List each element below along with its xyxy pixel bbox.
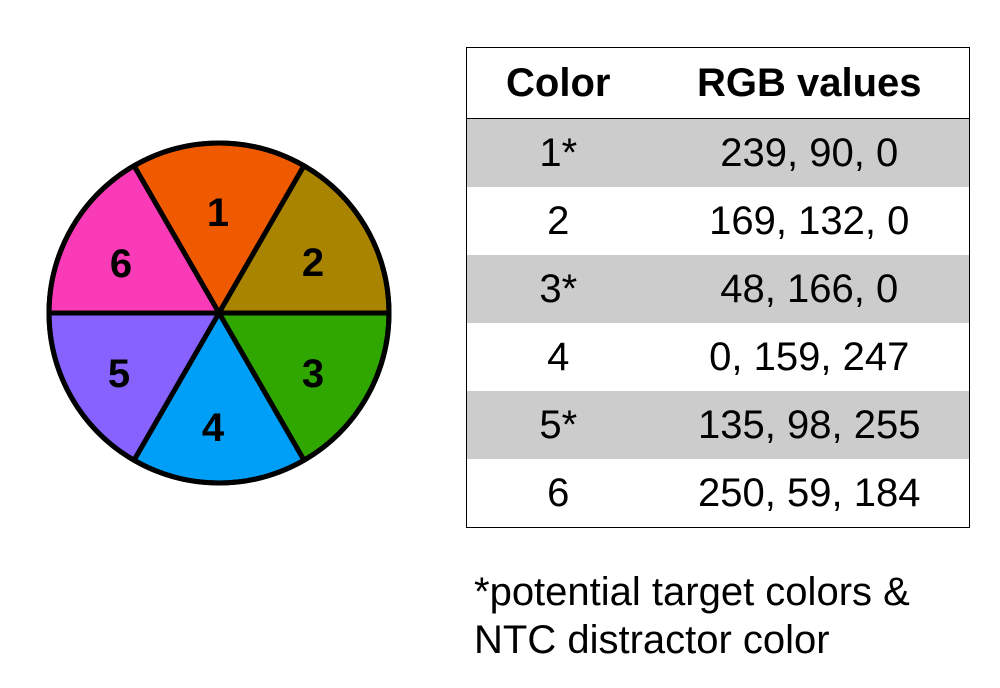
footnote-line-1: *potential target colors & [474, 570, 910, 614]
wheel-label-2: 2 [302, 241, 324, 285]
color-wheel: 1 2 3 4 5 6 [46, 140, 392, 486]
rgb-cell: 239, 90, 0 [649, 118, 970, 187]
table-row: 5* 135, 98, 255 [466, 391, 970, 459]
rgb-cell: 0, 159, 247 [649, 323, 970, 391]
rgb-cell: 48, 166, 0 [649, 255, 970, 323]
color-cell: 2 [466, 187, 650, 255]
color-cell: 6 [466, 459, 650, 528]
color-cell: 5* [466, 391, 650, 459]
wheel-outline [46, 140, 392, 486]
wheel-label-4: 4 [202, 406, 225, 450]
footnote: *potential target colors & NTC distracto… [474, 568, 910, 664]
color-cell: 3* [466, 255, 650, 323]
rgb-values-table: Color RGB values 1* 239, 90, 0 2 169, 13… [466, 47, 970, 528]
footnote-line-2: NTC distractor color [474, 618, 830, 662]
wheel-label-1: 1 [207, 191, 229, 235]
rgb-cell: 169, 132, 0 [649, 187, 970, 255]
color-cell: 1* [466, 118, 650, 187]
header-rgb-values: RGB values [649, 47, 970, 119]
wheel-label-6: 6 [110, 242, 132, 286]
rgb-cell: 135, 98, 255 [649, 391, 970, 459]
table-header-row: Color RGB values [466, 47, 970, 119]
table-row: 1* 239, 90, 0 [466, 118, 970, 187]
wheel-label-3: 3 [302, 352, 324, 396]
wheel-label-5: 5 [108, 352, 130, 396]
table-row: 2 169, 132, 0 [466, 187, 970, 255]
table-row: 4 0, 159, 247 [466, 323, 970, 391]
color-cell: 4 [466, 323, 650, 391]
header-color: Color [466, 47, 650, 119]
table-row: 6 250, 59, 184 [466, 459, 970, 528]
table-row: 3* 48, 166, 0 [466, 255, 970, 323]
rgb-cell: 250, 59, 184 [649, 459, 970, 528]
